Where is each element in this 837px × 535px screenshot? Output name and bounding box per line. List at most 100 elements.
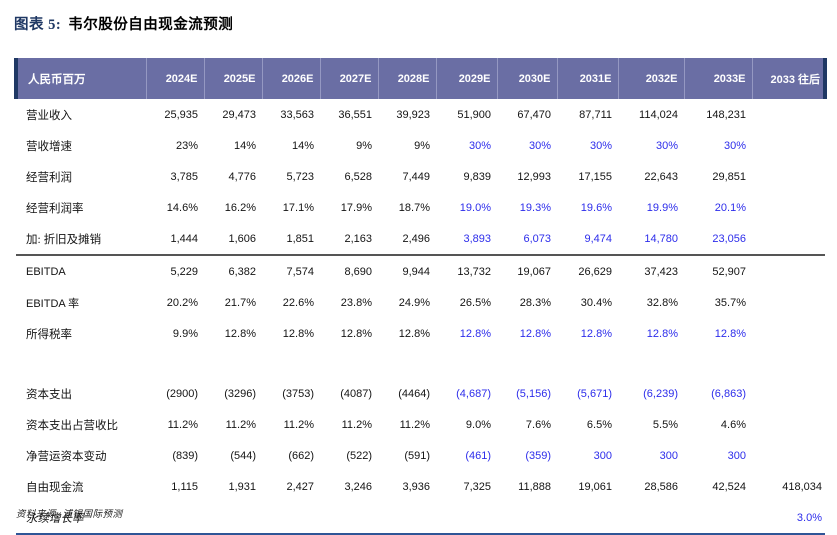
cell-add-depreciation-amortization-2031E: 9,474 [557, 223, 618, 256]
cell-capex-to-revenue-2025E: 11.2% [225, 418, 256, 431]
cell-terminal-growth-rate-2026E [262, 502, 320, 535]
cell-ebitda-2026E: 7,574 [286, 265, 314, 278]
cell-income-tax-rate-2025E: 12.8% [224, 327, 256, 340]
cell-income-tax-rate-2026E: 12.8% [282, 327, 314, 340]
cell-operating-profit-2033E: 29,851 [712, 170, 746, 183]
row-label-net-working-capital-change: 净营运资本变动 [26, 450, 107, 463]
row-label-income-tax-rate: 所得税率 [26, 328, 72, 341]
cell-terminal-growth-rate-2033-往后: 3.0% [752, 502, 825, 535]
cell-capex-to-revenue-2030E: 7.6% [525, 418, 551, 431]
cell-ebitda-margin-2028E: 24.9% [398, 296, 430, 309]
cell-income-tax-rate-2033E: 12.8% [714, 327, 746, 340]
cell-add-depreciation-amortization-2030E: 6,073 [497, 223, 557, 256]
cell-operating-profit-2031E: 17,155 [578, 170, 612, 183]
cell-operating-margin-2032E: 19.9% [646, 201, 678, 214]
table-row-net-working-capital-change: 净营运资本变动 (839) (544) (662) (522) (591) (461) (35… [16, 440, 825, 471]
cell-add-depreciation-amortization-2033E: 23,056 [684, 223, 752, 256]
cell-terminal-growth-rate-2024E [146, 502, 204, 535]
cell-net-working-capital-change-2026E: (662) [288, 449, 314, 462]
unit-label: 人民币百万 [14, 58, 146, 99]
cell-operating-profit-2032E: 22,643 [644, 170, 678, 183]
source-note: 资料来源: 浦银国际预测 [16, 510, 123, 520]
cell-net-working-capital-change-2030E: (359) [525, 449, 551, 462]
cell-add-depreciation-amortization-2029E: 3,893 [436, 223, 497, 256]
cell-revenue-2030E: 67,470 [517, 108, 551, 121]
cell-operating-profit-2029E: 9,839 [463, 170, 491, 183]
cell-revenue-2031E: 87,711 [579, 108, 612, 121]
cell-net-working-capital-change-2033-往后 [752, 440, 825, 471]
cell-free-cash-flow-2027E: 3,246 [344, 480, 372, 493]
cell-ebitda-2032E: 37,423 [644, 265, 678, 278]
figure-title: 图表 5: 韦尔股份自由现金流预测 [14, 13, 233, 34]
cell-net-working-capital-change-2029E: (461) [465, 449, 491, 462]
cell-free-cash-flow-2029E: 7,325 [463, 480, 491, 493]
cell-operating-profit-2024E: 3,785 [170, 170, 198, 183]
table-row-free-cash-flow: 自由现金流 1,115 1,931 2,427 3,246 3,936 7,325 11,88… [16, 471, 825, 502]
cell-revenue-2027E: 36,551 [338, 108, 372, 121]
cell-add-depreciation-amortization-2024E: 1,444 [146, 223, 204, 256]
cell-terminal-growth-rate-2032E [618, 502, 684, 535]
cell-operating-profit-2027E: 6,528 [344, 170, 372, 183]
cell-capex-to-revenue-2033E: 4.6% [720, 418, 746, 431]
cell-ebitda-2033E: 52,907 [712, 265, 746, 278]
table-row-spacer [16, 349, 825, 378]
table-row-terminal-growth-rate: 永续增长率 3.0% [16, 502, 825, 535]
cell-net-working-capital-change-2027E: (522) [346, 449, 372, 462]
cell-capex-2031E: (5,671) [577, 387, 612, 400]
cell-operating-margin-2029E: 19.0% [459, 201, 491, 214]
cell-operating-margin-2028E: 18.7% [398, 201, 430, 214]
table-row-ebitda-margin: EBITDA 率 20.2% 21.7% 22.6% 23.8% 24.9% 26.5% 28… [16, 287, 825, 318]
column-header-2031E: 2031E [556, 58, 618, 99]
cell-revenue-growth-2026E: 14% [291, 139, 314, 152]
cell-revenue-2028E: 39,923 [396, 108, 430, 121]
cell-income-tax-rate-2029E: 12.8% [459, 327, 491, 340]
table-row-revenue: 营业收入 25,935 29,473 33,563 36,551 39,923 51,900… [16, 99, 825, 130]
cell-revenue-2032E: 114,024 [639, 108, 678, 121]
cell-income-tax-rate-2028E: 12.8% [398, 327, 430, 340]
table-row-add-depreciation-amortization: 加: 折旧及摊销 1,444 1,606 1,851 2,163 2,496 3,893 6,… [16, 223, 825, 256]
cell-terminal-growth-rate-2027E [320, 502, 378, 535]
cell-free-cash-flow-2030E: 11,888 [518, 480, 551, 493]
cell-income-tax-rate-2024E: 9.9% [172, 327, 198, 340]
cell-revenue-growth-2033E: 30% [723, 139, 746, 152]
cell-ebitda-2024E: 5,229 [170, 265, 198, 278]
cell-ebitda-margin-2032E: 32.8% [646, 296, 678, 309]
cell-revenue-growth-2025E: 14% [233, 139, 256, 152]
cell-revenue-2025E: 29,473 [222, 108, 256, 121]
column-header-2026E: 2026E [261, 58, 320, 99]
row-label-capex: 资本支出 [26, 388, 72, 401]
row-label-ebitda: EBITDA [26, 265, 66, 278]
cell-ebitda-margin-2024E: 20.2% [166, 296, 198, 309]
cell-revenue-growth-2031E: 30% [589, 139, 612, 152]
cell-capex-to-revenue-2032E: 5.5% [652, 418, 678, 431]
cell-capex-2025E: (3296) [224, 387, 256, 400]
column-header-2027E: 2027E [319, 58, 378, 99]
row-label-operating-margin: 经营利润率 [26, 202, 84, 215]
cell-ebitda-2033-往后 [752, 255, 825, 287]
cell-terminal-growth-rate-2033E [684, 502, 752, 535]
cell-revenue-2033-往后 [752, 99, 825, 130]
cell-ebitda-2029E: 13,732 [457, 265, 491, 278]
table-row-operating-margin: 经营利润率 14.6% 16.2% 17.1% 17.9% 18.7% 19.0% 19.3%… [16, 192, 825, 223]
column-header-2024E: 2024E [145, 58, 204, 99]
table-row-capex: 资本支出 (2900) (3296) (3753) (4087) (4464) (4,687… [16, 378, 825, 409]
column-header-2028E: 2028E [377, 58, 436, 99]
cell-free-cash-flow-2033E: 42,524 [712, 480, 746, 493]
cell-net-working-capital-change-2028E: (591) [404, 449, 430, 462]
table-row-ebitda: EBITDA 5,229 6,382 7,574 8,690 9,944 13,732 19,… [16, 255, 825, 287]
cell-terminal-growth-rate-2031E [557, 502, 618, 535]
cell-income-tax-rate-2033-往后 [752, 318, 825, 349]
cell-net-working-capital-change-2033E: 300 [727, 449, 746, 462]
cell-capex-to-revenue-2029E: 9.0% [465, 418, 491, 431]
cell-revenue-2033E: 148,231 [706, 108, 746, 121]
cell-add-depreciation-amortization-2026E: 1,851 [262, 223, 320, 256]
cell-capex-to-revenue-2026E: 11.2% [283, 418, 314, 431]
cell-add-depreciation-amortization-2025E: 1,606 [204, 223, 262, 256]
cell-ebitda-margin-2031E: 30.4% [580, 296, 612, 309]
cell-capex-to-revenue-2024E: 11.2% [167, 418, 198, 431]
cell-capex-2032E: (6,239) [643, 387, 678, 400]
cell-free-cash-flow-2031E: 19,061 [578, 480, 612, 493]
cell-capex-2033E: (6,863) [711, 387, 746, 400]
cell-ebitda-margin-2025E: 21.7% [224, 296, 256, 309]
spacer-cell [16, 349, 825, 378]
